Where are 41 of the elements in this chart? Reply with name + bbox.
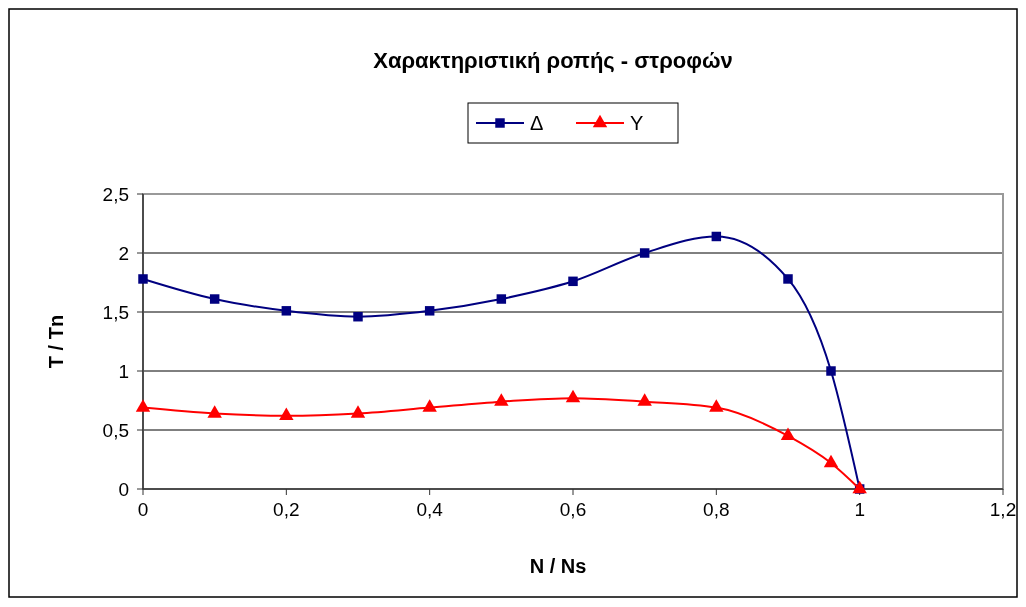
point: [138, 274, 148, 284]
point: [639, 248, 650, 258]
point: [494, 393, 509, 406]
x-axis-title: N / Ns: [529, 555, 587, 577]
x-tick-label: 0,8: [703, 499, 730, 520]
legend-label: Y: [630, 112, 644, 134]
x-tick-label: 0: [137, 499, 149, 520]
point: [823, 454, 839, 468]
y-tick-label: 1,5: [102, 301, 129, 323]
point: [826, 366, 836, 376]
point: [565, 389, 581, 403]
y-tick-label: 0,5: [102, 419, 129, 441]
point: [780, 427, 796, 441]
y-tick-label: 1: [118, 360, 129, 382]
x-tick-label: 0,2: [273, 499, 300, 520]
point: [783, 274, 793, 284]
x-tick-label: 1,2: [989, 499, 1017, 520]
point: [709, 399, 724, 412]
point: [353, 311, 363, 322]
point: [422, 399, 437, 412]
x-tick-label: 1: [854, 499, 865, 520]
x-tick-label: 0,4: [416, 499, 444, 520]
point: [281, 306, 292, 316]
point: [135, 399, 151, 412]
point: [424, 306, 435, 316]
point: [496, 294, 507, 304]
legend-label: Δ: [530, 112, 544, 134]
point: [350, 405, 366, 418]
point: [852, 480, 867, 494]
point: [711, 231, 722, 242]
point: [568, 276, 578, 287]
point: [279, 407, 294, 420]
y-tick-label: 2,5: [102, 183, 129, 205]
chart-title: Χαρακτηριστική ροπής - στροφών: [373, 48, 733, 73]
y-tick-label: 0: [118, 478, 129, 500]
point: [637, 393, 652, 406]
y-tick-label: 2: [118, 242, 129, 264]
point: [209, 294, 220, 304]
point: [207, 405, 222, 418]
x-tick-label: 0,6: [559, 499, 587, 520]
y-axis-title: T / Tn: [45, 314, 67, 369]
